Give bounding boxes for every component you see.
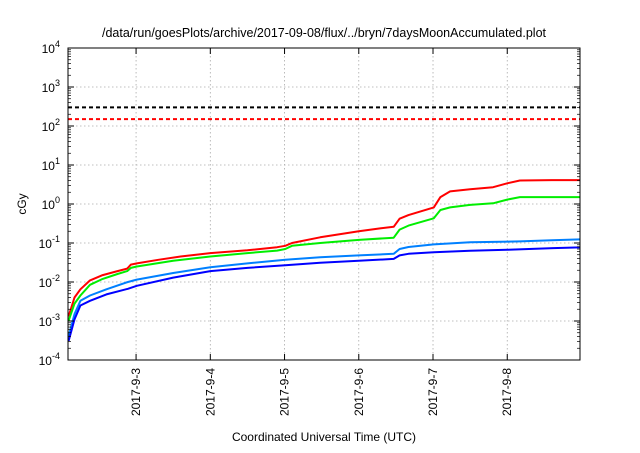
series-line-green <box>67 196 580 322</box>
series-line-light-blue <box>67 238 581 337</box>
x-tick-label: 2017-9-4 <box>203 368 217 416</box>
x-axis: 2017-9-3 2017-9-4 2017-9-5 2017-9-6 2017-9-7… <box>129 48 514 416</box>
y-tick-label: 102 <box>42 117 60 134</box>
y-tick-label: 10-2 <box>39 273 60 290</box>
x-axis-label: Coordinated Universal Time (UTC) <box>232 430 416 444</box>
threshold-lines <box>68 106 580 121</box>
x-tick-label: 2017-9-6 <box>352 368 366 416</box>
y-tick-label: 10-4 <box>39 351 60 368</box>
chart-title: /data/run/goesPlots/archive/2017-09-08/f… <box>102 26 547 40</box>
y-tick-label: 10-1 <box>39 234 60 251</box>
x-tick-label: 2017-9-5 <box>278 368 292 416</box>
x-tick-label: 2017-9-3 <box>129 368 143 416</box>
x-tick-label: 2017-9-7 <box>426 368 440 416</box>
y-tick-label: 10-3 <box>39 312 60 329</box>
grid <box>68 48 580 360</box>
x-tick-label: 2017-9-8 <box>500 368 514 416</box>
y-tick-label: 100 <box>42 195 60 212</box>
y-tick-label: 104 <box>42 39 60 56</box>
series-lines <box>67 179 581 342</box>
y-tick-label: 101 <box>42 156 60 173</box>
series-line-dark-blue <box>67 246 581 342</box>
y-tick-label: 103 <box>42 78 60 95</box>
y-axis-label: cGy <box>15 193 29 214</box>
series-line-red <box>67 179 580 317</box>
y-axis: 10-4 10-3 10-2 10-1 100 101 102 103 104 <box>39 39 580 368</box>
